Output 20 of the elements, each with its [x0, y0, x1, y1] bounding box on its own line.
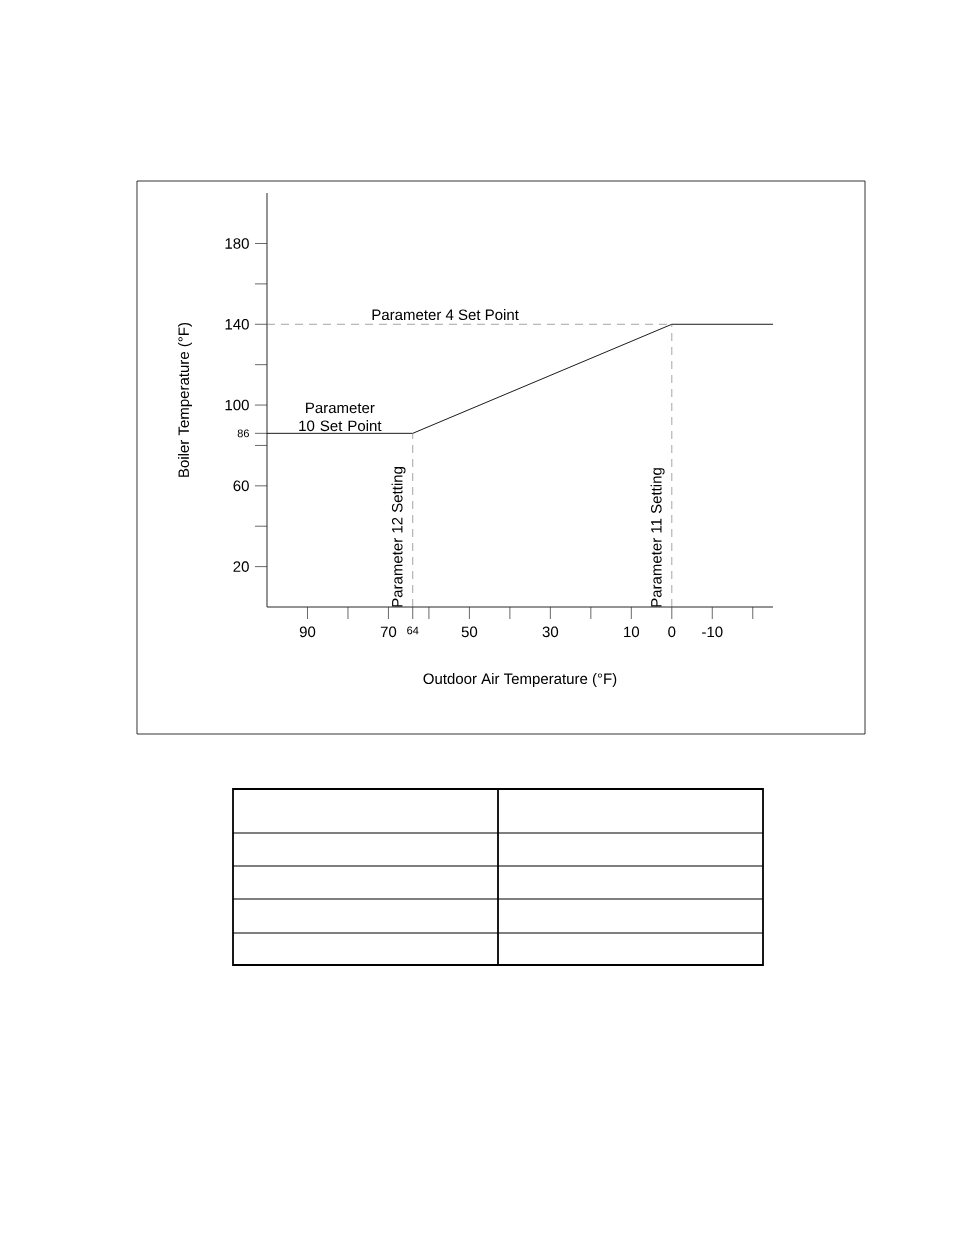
annotation: Parameter 10 Set Point — [299, 402, 382, 432]
y-tick-label: 20 — [233, 561, 249, 572]
x-axis-title: Outdoor Air Temperature (°F) — [423, 673, 617, 687]
y-tick-label: 86 — [237, 429, 249, 438]
x-tick-label: 50 — [461, 626, 478, 638]
y-tick-label: 100 — [225, 399, 249, 411]
x-tick-label: 64 — [407, 626, 419, 635]
x-tick-label: 70 — [380, 626, 397, 638]
x-tick-label: -10 — [702, 626, 723, 638]
y-axis-title: Boiler Temperature (°F) — [178, 322, 192, 477]
ref-line-label: Parameter 12 Setting — [391, 467, 406, 607]
ref-line-label: Parameter 4 Set Point — [372, 309, 519, 321]
ref-line-label: Parameter 11 Setting — [650, 468, 665, 607]
y-tick-label: 60 — [233, 480, 249, 492]
x-tick-label: 90 — [299, 626, 316, 638]
x-tick-label: 10 — [624, 626, 640, 638]
y-tick-label: 140 — [225, 318, 249, 330]
y-tick-label: 180 — [225, 238, 249, 249]
x-tick-label: 30 — [542, 626, 559, 638]
x-tick-label: 0 — [668, 626, 676, 638]
